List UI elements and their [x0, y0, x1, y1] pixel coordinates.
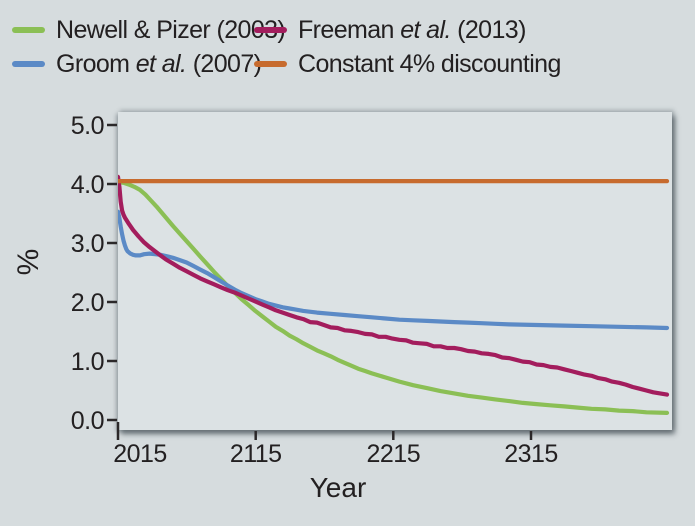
- legend-item-newell-pizer: Newell & Pizer (2003): [12, 15, 286, 45]
- series-lines: [118, 174, 670, 415]
- x-tick-2015: 2015: [113, 440, 167, 468]
- x-tick-2115: 2115: [230, 440, 282, 468]
- legend-label: Freeman et al. (2013): [298, 15, 526, 44]
- y-axis-ticks: [107, 123, 117, 422]
- y-axis-labels: 0.0 1.0 2.0 3.0 4.0 5.0: [71, 112, 105, 435]
- legend-swatch-blue: [12, 61, 45, 67]
- x-axis-ticks: [116, 422, 533, 440]
- legend-label: Groom et al. (2007): [56, 49, 262, 78]
- legend-swatch-magenta: [254, 27, 287, 33]
- x-axis-labels: 2015 2115 2215 2315: [113, 440, 558, 468]
- x-axis-title: Year: [310, 472, 367, 503]
- legend-swatch-orange: [254, 61, 287, 67]
- y-tick-5: 5.0: [71, 112, 104, 140]
- legend-item-freeman: Freeman et al. (2013): [254, 15, 526, 45]
- series-line: [118, 209, 670, 331]
- y-tick-4: 4.0: [71, 171, 104, 199]
- x-tick-2215: 2215: [366, 440, 420, 468]
- y-tick-3: 3.0: [71, 230, 104, 258]
- x-tick-2315: 2315: [504, 440, 558, 468]
- legend-label: Newell & Pizer (2003): [56, 15, 286, 44]
- plot-area: [118, 112, 672, 430]
- series-line: [118, 180, 670, 415]
- series-line: [118, 174, 670, 397]
- y-tick-2: 2.0: [71, 289, 104, 317]
- y-tick-0: 0.0: [71, 407, 104, 435]
- y-axis-title: %: [12, 249, 45, 276]
- y-tick-1: 1.0: [71, 348, 104, 376]
- legend-item-groom: Groom et al. (2007): [12, 49, 262, 79]
- legend-label: Constant 4% discounting: [298, 49, 561, 78]
- legend-item-constant: Constant 4% discounting: [254, 49, 561, 79]
- legend-swatch-green: [12, 27, 45, 33]
